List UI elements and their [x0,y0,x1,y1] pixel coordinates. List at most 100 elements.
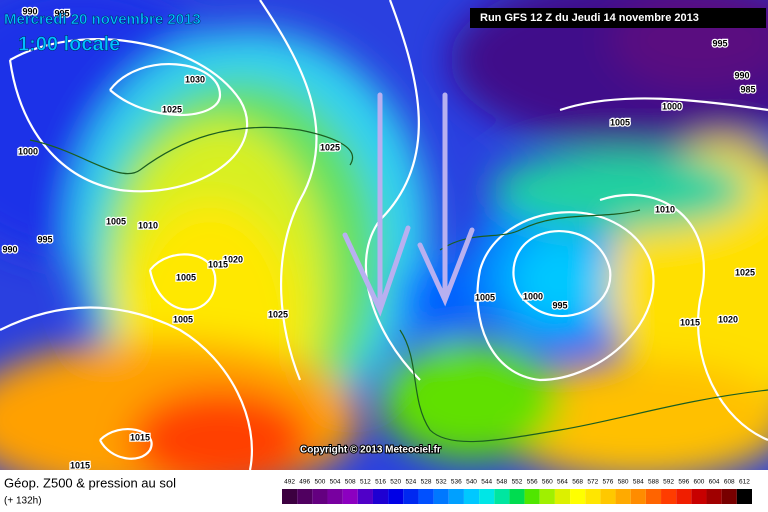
trend-arrows [342,92,475,317]
isobar-label: 995 [54,8,69,18]
map-date: Mercredi 20 novembre 2013 [4,11,201,28]
isobar-label: 1025 [735,267,755,277]
scale-swatch [357,489,373,504]
isobar-label: 1015 [208,259,228,269]
scale-swatch [585,489,601,504]
local-time: 1:00 locale [18,33,120,55]
scale-label: 608 [724,479,735,486]
scale-swatch [327,489,343,504]
isobar-label: 1030 [185,74,205,84]
isobar-label: 1025 [320,142,340,152]
scale-label: 588 [648,479,659,486]
scale-swatch [721,489,737,504]
isobar [109,63,222,116]
scale-label: 576 [603,479,614,486]
isobar-label: 1010 [138,220,158,230]
scale-label: 548 [496,479,507,486]
scale-swatch [448,489,464,504]
run-banner [470,8,766,28]
isobar-label: 1005 [106,216,126,226]
isobar-label: 1020 [223,254,243,264]
isobar-label: 1020 [718,314,738,324]
isobar-label: 1000 [662,101,682,111]
isobar [599,193,768,442]
isobar [99,428,153,460]
scale-swatch [403,489,419,504]
coastline [399,329,768,443]
scale-swatch [554,489,571,504]
scale-label: 524 [405,479,416,486]
scale-swatch [661,489,677,504]
isobar-label: 1015 [70,460,90,470]
isobar-label: 995 [37,234,52,244]
run-info: Run GFS 12 Z du Jeudi 14 novembre 2013 [480,12,699,24]
scale-label: 492 [284,479,295,486]
scale-label: 604 [709,479,720,486]
coastline [29,126,354,175]
scale-label: 564 [557,479,568,486]
color-scale: 492 496 500 504 508 512 516 520 524 528 532 536 540 5… [282,479,752,504]
scale-label: 520 [390,479,401,486]
scale-swatch [509,489,525,504]
scale-label: 536 [451,479,462,486]
lead-time: (+ 132h) [4,496,42,507]
isobar-label: 1025 [268,309,288,319]
scale-label: 584 [633,479,644,486]
scale-swatch [676,489,692,504]
scale-label: 516 [375,479,386,486]
scale-label: 540 [466,479,477,486]
scale-label: 596 [678,479,689,486]
scale-label: 560 [542,479,553,486]
scale-label: 544 [481,479,492,486]
isobar-label: 1000 [523,291,543,301]
isobar-label: 1015 [680,317,700,327]
isobar [259,0,318,381]
scale-label: 580 [618,479,629,486]
scale-swatch [570,489,586,504]
scale-label: 512 [360,479,371,486]
isobar [512,229,612,318]
scale-label: 600 [694,479,705,486]
scale-swatch [372,489,389,504]
scale-label: 556 [527,479,538,486]
scale-label: 532 [436,479,447,486]
scale-swatch [418,489,434,504]
isobar-label: 1005 [173,314,193,324]
isobar-label: 1015 [130,432,150,442]
isobar-label: 985 [740,84,755,94]
caption: Géop. Z500 & pression au sol [4,475,176,490]
scale-swatch [433,489,449,504]
scale-label: 568 [572,479,583,486]
scale-label: 496 [299,479,310,486]
isobar-label: 1005 [176,272,196,282]
isobar-label: 1005 [610,117,630,127]
scale-swatch [524,489,540,504]
scale-label: 500 [314,479,325,486]
scale-label: 504 [330,479,341,486]
scale-swatch [494,489,510,504]
scale-swatch [691,489,707,504]
isobar [148,253,217,311]
isobar-label: 1000 [18,146,38,156]
isobar [8,38,248,193]
scale-swatch [600,489,616,504]
scale-label: 528 [421,479,432,486]
isobar-label: 1005 [475,292,495,302]
scale-label: 592 [663,479,674,486]
isobar [559,97,768,112]
isobar-label: 1025 [162,104,182,114]
scale-label: 552 [512,479,523,486]
scale-label: 508 [345,479,356,486]
scale-swatch [297,489,313,504]
scale-swatch [282,489,298,504]
isobar-label: 1010 [655,204,675,214]
isobar-label: 990 [734,70,749,80]
isobar [476,211,655,382]
scale-swatch [312,489,328,504]
isobar-label: 995 [712,38,727,48]
scale-swatch [342,489,358,504]
scale-swatch [479,489,495,504]
scale-swatch [630,489,646,504]
isobar [0,306,253,470]
